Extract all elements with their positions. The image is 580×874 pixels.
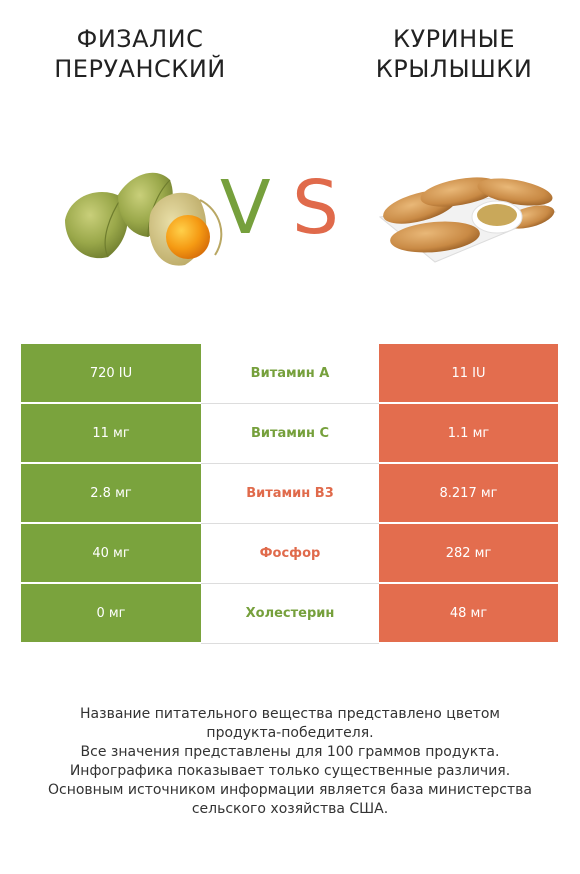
- left-value: 2.8 мг: [21, 464, 201, 524]
- left-value: 0 мг: [21, 584, 201, 644]
- right-value: 282 мг: [379, 524, 558, 584]
- right-title-line-2: КРЫЛЫШКИ: [375, 55, 533, 83]
- footer-line: Основным источником информации является …: [48, 782, 532, 798]
- nutrient-label: Витамин A: [201, 344, 379, 404]
- footer-notes: Название питательного вещества представл…: [20, 705, 560, 819]
- footer-line: Название питательного вещества представл…: [80, 706, 500, 722]
- chicken-wings-image: [378, 177, 557, 263]
- nutrient-label: Витамин B3: [201, 464, 379, 524]
- left-title-line-1: ФИЗАЛИС: [76, 25, 204, 53]
- left-value: 720 IU: [21, 344, 201, 404]
- table-row: 11 мг Витамин C 1.1 мг: [21, 404, 558, 464]
- right-title-line-1: КУРИНЫЕ: [393, 25, 515, 53]
- footer-line: сельского хозяйства США.: [191, 801, 389, 817]
- right-value: 11 IU: [379, 344, 558, 404]
- comparison-table: 720 IU Витамин A 11 IU 11 мг Витамин C 1…: [21, 344, 558, 644]
- table-row: 40 мг Фосфор 282 мг: [21, 524, 558, 584]
- right-value: 8.217 мг: [379, 464, 558, 524]
- physalis-image: [65, 172, 223, 266]
- left-value: 40 мг: [21, 524, 201, 584]
- nutrient-label: Фосфор: [201, 524, 379, 584]
- right-value: 1.1 мг: [379, 404, 558, 464]
- footer-line: Инфографика показывает только существенн…: [69, 763, 511, 779]
- vs-letter-v: V: [220, 165, 271, 251]
- left-value: 11 мг: [21, 404, 201, 464]
- table-row: 0 мг Холестерин 48 мг: [21, 584, 558, 644]
- left-food-title: ФИЗАЛИС ПЕРУАНСКИЙ: [20, 24, 260, 84]
- nutrient-label: Витамин C: [201, 404, 379, 464]
- right-food-title: КУРИНЫЕ КРЫЛЫШКИ: [334, 24, 574, 84]
- footer-line: продукта-победителя.: [206, 725, 374, 741]
- table-row: 720 IU Витамин A 11 IU: [21, 344, 558, 404]
- left-title-line-2: ПЕРУАНСКИЙ: [54, 55, 226, 83]
- right-value: 48 мг: [379, 584, 558, 644]
- vs-letter-s: S: [292, 165, 339, 251]
- table-row: 2.8 мг Витамин B3 8.217 мг: [21, 464, 558, 524]
- nutrient-label: Холестерин: [201, 584, 379, 644]
- footer-line: Все значения представлены для 100 граммо…: [80, 744, 500, 760]
